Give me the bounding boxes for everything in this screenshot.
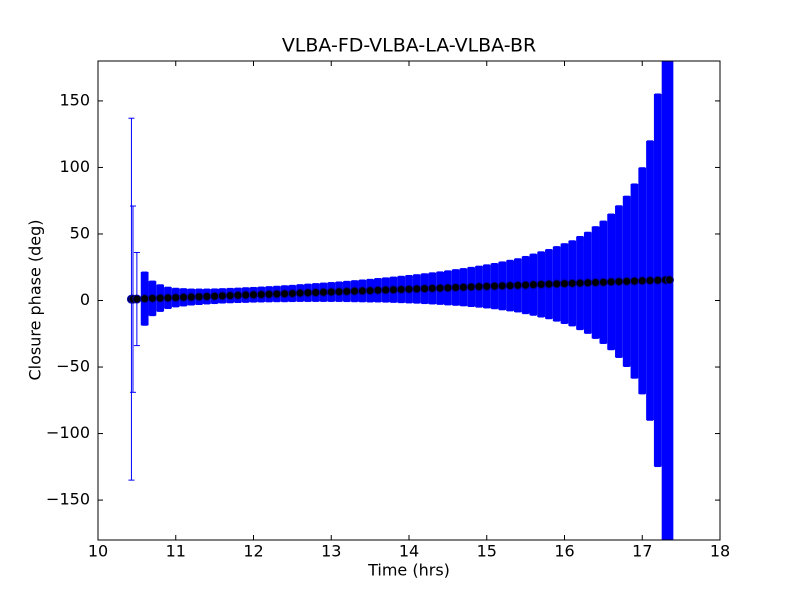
- y-axis-label: Closure phase (deg): [26, 219, 45, 380]
- data-point: [225, 291, 235, 301]
- data-point: [373, 285, 383, 295]
- x-axis-label: Time (hrs): [367, 561, 450, 580]
- data-point: [622, 276, 632, 286]
- data-point: [490, 281, 500, 291]
- data-point: [443, 283, 453, 293]
- data-point: [474, 282, 484, 292]
- data-point: [186, 292, 196, 302]
- x-tick-label: 17: [632, 542, 652, 561]
- data-point: [132, 294, 142, 304]
- data-point: [645, 276, 655, 286]
- data-point: [466, 282, 476, 292]
- data-point: [435, 283, 445, 293]
- data-point: [171, 293, 181, 303]
- data-point: [318, 287, 328, 297]
- data-point: [583, 278, 593, 288]
- data-point: [591, 278, 601, 288]
- x-tick-label: 15: [477, 542, 497, 561]
- y-tick-label: −150: [46, 490, 90, 509]
- data-point: [295, 288, 305, 298]
- data-point: [350, 286, 360, 296]
- y-tick-label: 150: [59, 90, 90, 109]
- data-point: [202, 292, 212, 302]
- data-point: [381, 285, 391, 295]
- data-point: [653, 275, 663, 285]
- data-point: [396, 284, 406, 294]
- data-point: [427, 283, 437, 293]
- data-point: [614, 277, 624, 287]
- data-point: [575, 278, 585, 288]
- data-point: [451, 282, 461, 292]
- data-point: [287, 288, 297, 298]
- y-tick-label: 100: [59, 157, 90, 176]
- data-point: [194, 292, 204, 302]
- data-point: [482, 281, 492, 291]
- data-point: [567, 278, 577, 288]
- data-point: [233, 290, 243, 300]
- data-point: [528, 280, 538, 290]
- data-point: [513, 280, 523, 290]
- y-tick-label: 0: [80, 290, 90, 309]
- data-point: [536, 279, 546, 289]
- data-point: [163, 293, 173, 303]
- data-point: [334, 287, 344, 297]
- data-point: [311, 288, 321, 298]
- x-tick-label: 16: [554, 542, 574, 561]
- data-point: [256, 290, 266, 300]
- data-point: [664, 275, 674, 285]
- data-point: [155, 293, 165, 303]
- data-point: [544, 279, 554, 289]
- data-point: [629, 276, 639, 286]
- data-point: [217, 291, 227, 301]
- x-tick-label: 10: [88, 542, 108, 561]
- data-point: [420, 284, 430, 294]
- data-point: [249, 290, 258, 300]
- y-tick-label: −50: [56, 357, 90, 376]
- plot-area: [128, 61, 674, 540]
- data-point: [458, 282, 468, 292]
- data-point: [388, 285, 398, 295]
- x-tick-label: 14: [399, 542, 419, 561]
- x-tick-label: 13: [321, 542, 341, 561]
- data-point: [241, 290, 251, 300]
- data-point: [606, 277, 616, 287]
- data-point: [404, 284, 414, 294]
- y-tick-label: −100: [46, 423, 90, 442]
- data-point: [521, 280, 531, 290]
- data-point: [560, 279, 569, 289]
- data-point: [140, 294, 150, 304]
- chart-title: VLBA-FD-VLBA-LA-VLBA-BR: [282, 35, 536, 57]
- data-point: [264, 289, 274, 299]
- y-tick-label: 50: [70, 223, 90, 242]
- x-tick-label: 11: [166, 542, 186, 561]
- data-point: [637, 276, 647, 286]
- data-point: [412, 284, 422, 294]
- data-point: [365, 286, 375, 296]
- x-tick-label: 18: [710, 542, 730, 561]
- data-point: [598, 277, 608, 287]
- data-point: [272, 289, 282, 299]
- data-point: [280, 289, 290, 299]
- data-point: [505, 281, 515, 291]
- data-point: [147, 293, 157, 303]
- data-point: [357, 286, 367, 296]
- data-point: [210, 291, 220, 301]
- data-point: [497, 281, 507, 291]
- data-point: [303, 288, 313, 298]
- data-point: [326, 287, 336, 297]
- data-point: [179, 292, 189, 302]
- data-point: [342, 286, 352, 296]
- data-point: [552, 279, 562, 289]
- x-tick-label: 12: [243, 542, 263, 561]
